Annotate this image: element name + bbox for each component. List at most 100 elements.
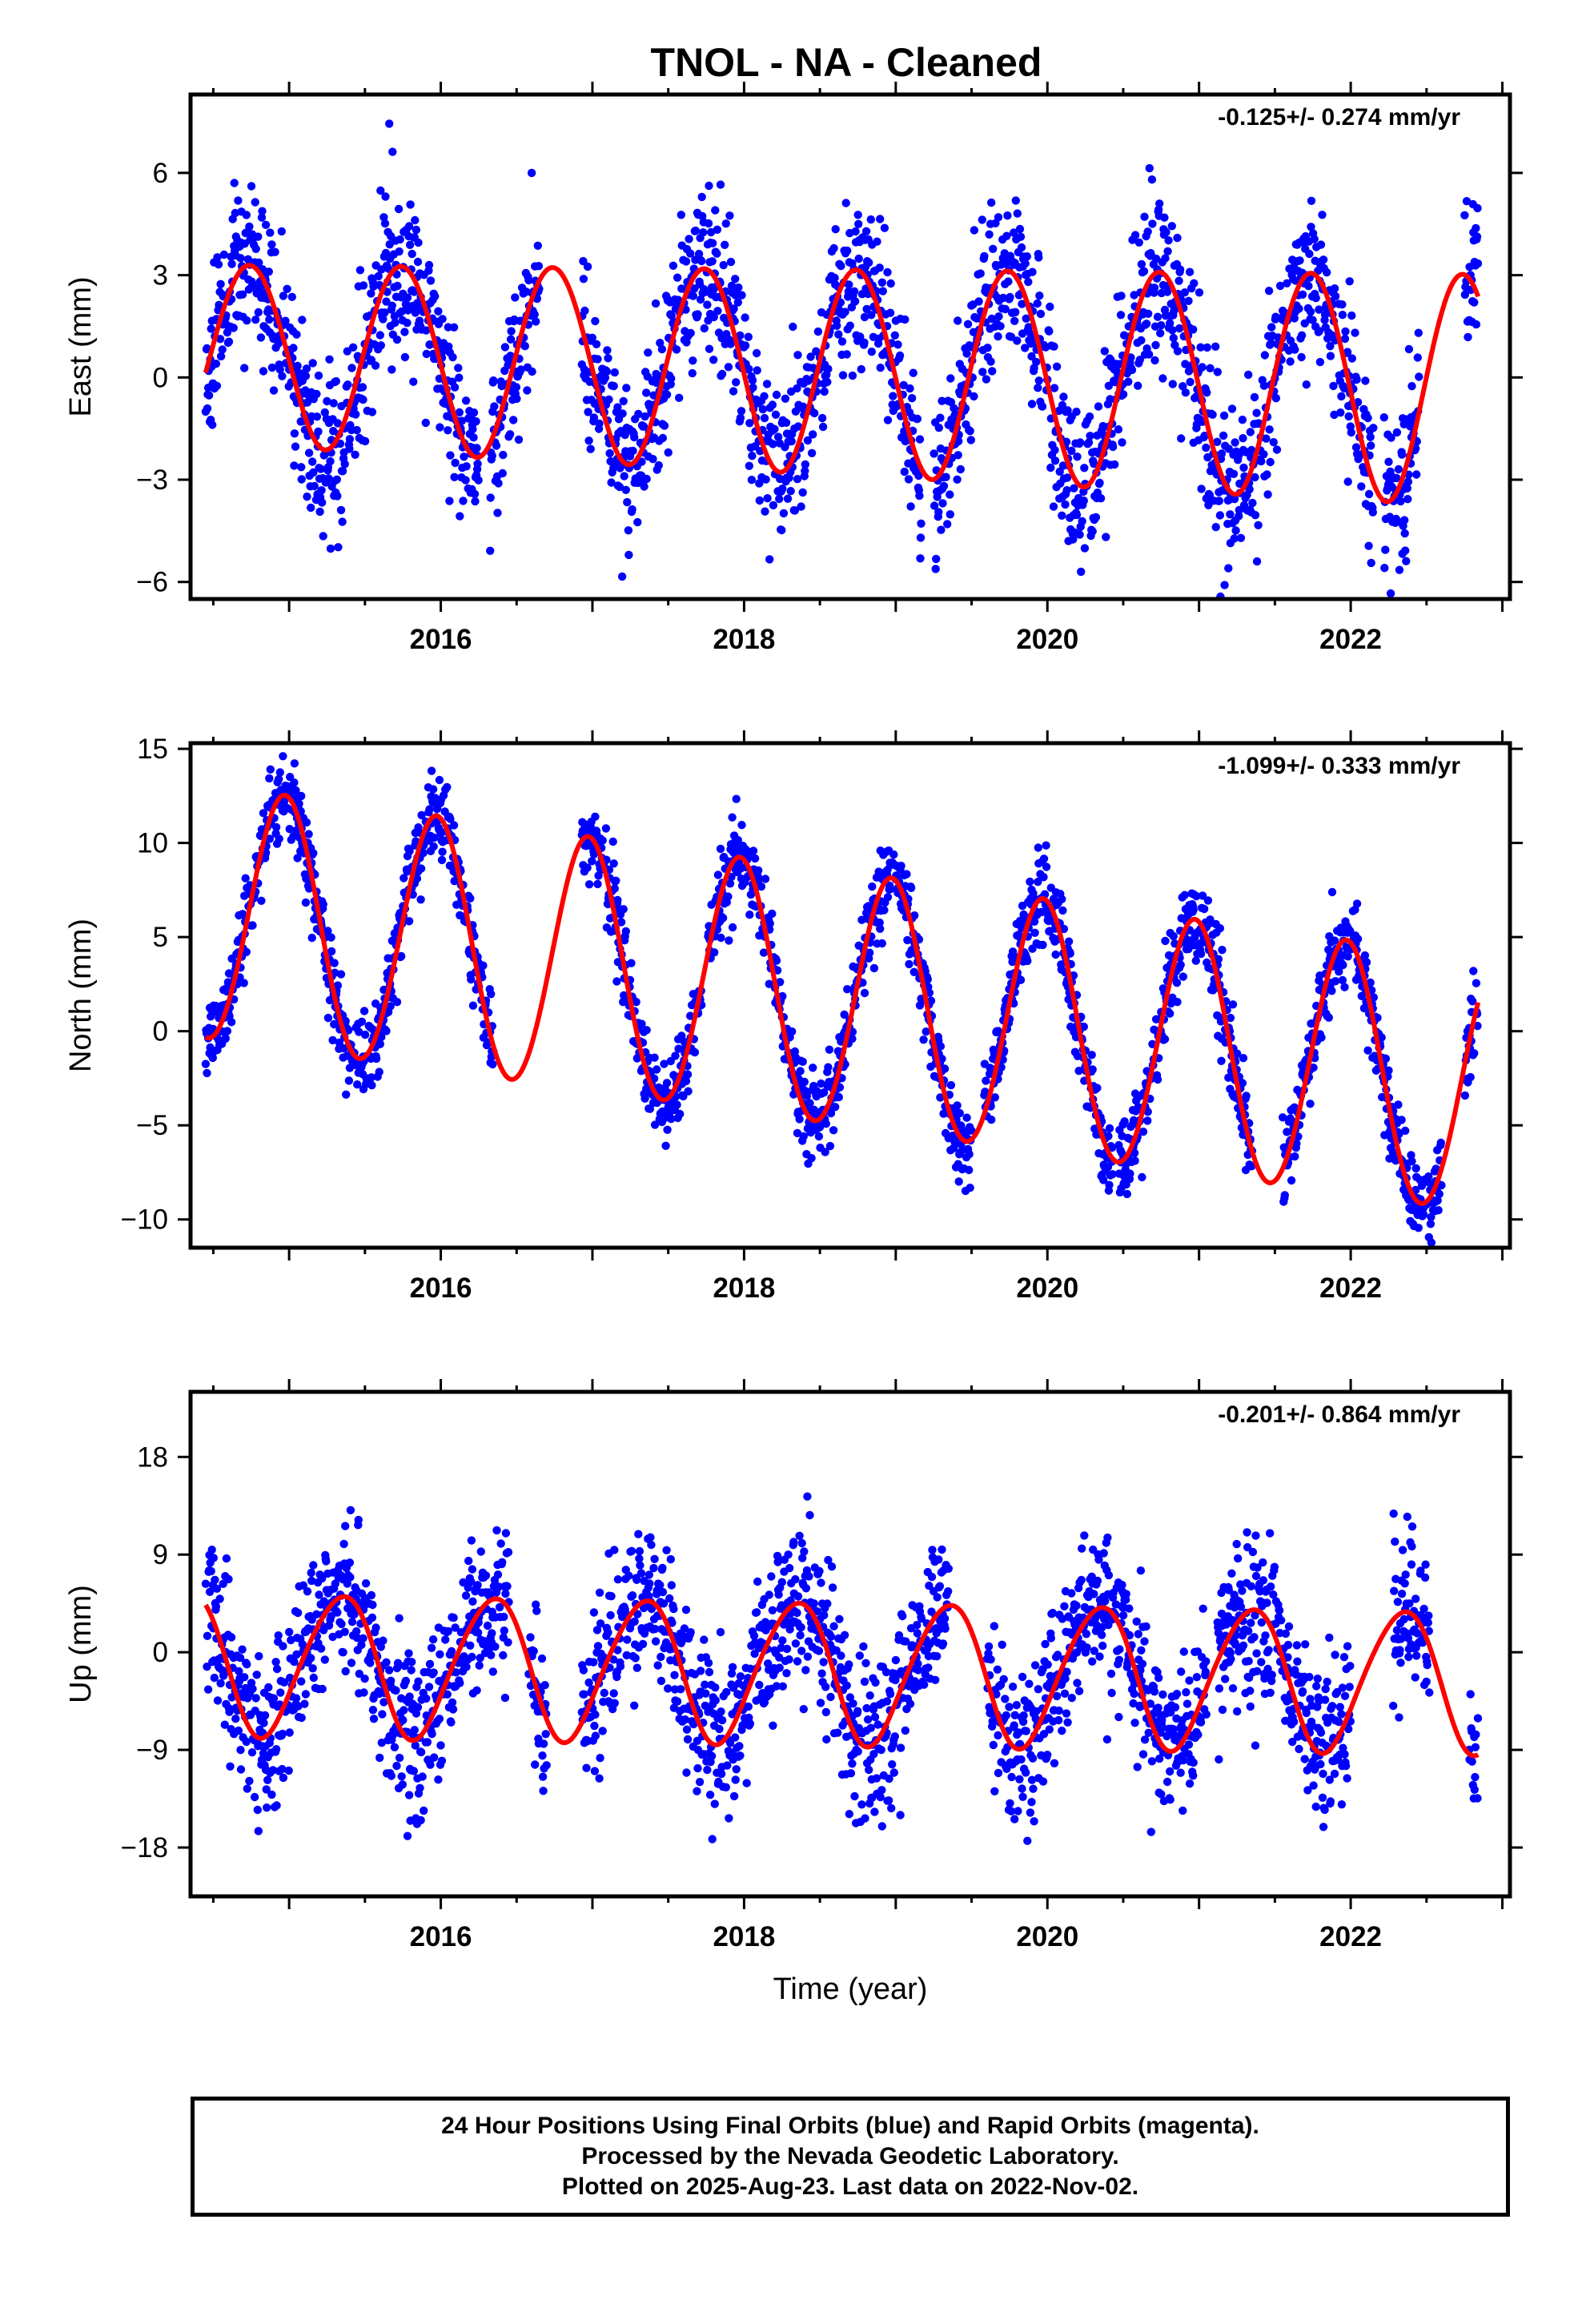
east-data-point: [1306, 308, 1315, 316]
up-data-point: [213, 1696, 223, 1705]
north-data-point: [946, 1080, 956, 1090]
north-data-point: [876, 924, 885, 934]
north-data-point: [840, 1010, 849, 1019]
up-data-point: [271, 1745, 281, 1754]
up-data-point: [368, 1706, 378, 1715]
east-data-point: [736, 413, 745, 423]
up-data-point: [378, 1710, 387, 1719]
north-data-point: [819, 1088, 829, 1097]
north-data-point: [1107, 1143, 1117, 1152]
up-data-point: [404, 1649, 413, 1658]
north-data-point: [776, 978, 785, 987]
east-data-point: [708, 257, 717, 266]
north-x-tick-label: 2020: [1016, 1273, 1078, 1304]
east-data-point: [1142, 320, 1151, 328]
north-data-point: [1087, 1051, 1096, 1059]
east-data-point: [533, 241, 542, 250]
east-data-point: [807, 448, 817, 457]
east-data-point: [1236, 533, 1246, 542]
east-data-point: [290, 461, 299, 470]
east-data-point: [673, 273, 682, 282]
east-data-point: [1078, 517, 1086, 526]
east-data-point: [1021, 259, 1030, 268]
east-data-point: [1147, 175, 1157, 184]
east-data-point: [1180, 288, 1190, 297]
east-data-point: [520, 342, 529, 351]
east-data-point: [1271, 394, 1281, 403]
north-data-point: [650, 1053, 659, 1062]
east-data-point: [854, 219, 863, 228]
east-data-point: [291, 442, 300, 451]
north-data-point: [1419, 1210, 1428, 1219]
east-data-point: [579, 275, 588, 283]
east-data-point: [1286, 357, 1295, 366]
north-data-point: [612, 876, 620, 886]
up-data-point: [252, 1671, 261, 1679]
up-data-point: [379, 1698, 388, 1707]
east-data-point: [725, 211, 734, 220]
east-data-point: [1049, 502, 1058, 511]
east-data-point: [701, 287, 709, 296]
east-data-point: [834, 330, 843, 339]
east-data-point: [793, 384, 801, 393]
east-data-point: [1387, 433, 1395, 442]
east-data-point: [238, 290, 247, 299]
up-data-point: [366, 1659, 375, 1667]
north-data-point: [903, 935, 912, 945]
north-data-point: [598, 836, 607, 845]
east-data-point: [1184, 296, 1193, 305]
east-data-point: [1263, 490, 1272, 499]
east-data-point: [1357, 482, 1366, 491]
east-data-point: [421, 418, 430, 428]
north-data-point: [242, 947, 251, 957]
east-data-point: [261, 220, 271, 229]
east-data-point: [1196, 343, 1205, 352]
east-data-point: [397, 307, 406, 316]
up-data-point: [248, 1684, 257, 1694]
east-data-point: [719, 260, 728, 270]
up-data-point: [390, 1743, 400, 1751]
east-data-point: [1307, 196, 1316, 205]
up-data-point: [216, 1679, 225, 1688]
east-data-point: [833, 321, 841, 330]
east-data-point: [648, 455, 657, 464]
east-data-point: [745, 419, 754, 428]
north-data-point: [1218, 946, 1227, 955]
east-data-point: [375, 331, 384, 340]
east-data-point: [355, 266, 365, 275]
east-data-point: [1345, 277, 1354, 286]
east-data-point: [457, 416, 467, 425]
north-data-point: [1143, 1116, 1152, 1125]
east-data-point: [1315, 327, 1324, 336]
east-data-point: [837, 337, 847, 346]
north-data-point: [1042, 862, 1051, 871]
north-data-point: [371, 1054, 381, 1063]
north-data-point: [588, 857, 596, 866]
east-data-point: [287, 292, 296, 301]
north-data-point: [1130, 1148, 1139, 1158]
east-data-point: [338, 467, 347, 476]
up-data-point: [382, 1658, 391, 1667]
north-data-point: [661, 1141, 670, 1151]
east-data-point: [703, 300, 712, 309]
east-data-point: [913, 414, 922, 424]
east-data-point: [640, 412, 649, 421]
up-data-point: [359, 1634, 367, 1642]
east-data-point: [584, 436, 593, 445]
north-data-point: [257, 896, 266, 906]
east-data-point: [446, 451, 455, 460]
east-data-point: [371, 361, 380, 370]
east-data-point: [936, 413, 945, 422]
north-data-point: [266, 765, 275, 774]
north-data-point: [293, 854, 302, 862]
east-data-point: [724, 363, 733, 372]
north-data-point: [1394, 1100, 1403, 1109]
east-data-point: [436, 423, 444, 432]
east-data-point: [622, 384, 631, 392]
north-data-point: [1198, 891, 1207, 900]
east-data-point: [1412, 470, 1421, 479]
east-data-point: [422, 326, 431, 335]
up-data-point: [371, 1623, 380, 1632]
up-data-point: [347, 1618, 357, 1626]
east-data-point: [905, 384, 914, 393]
